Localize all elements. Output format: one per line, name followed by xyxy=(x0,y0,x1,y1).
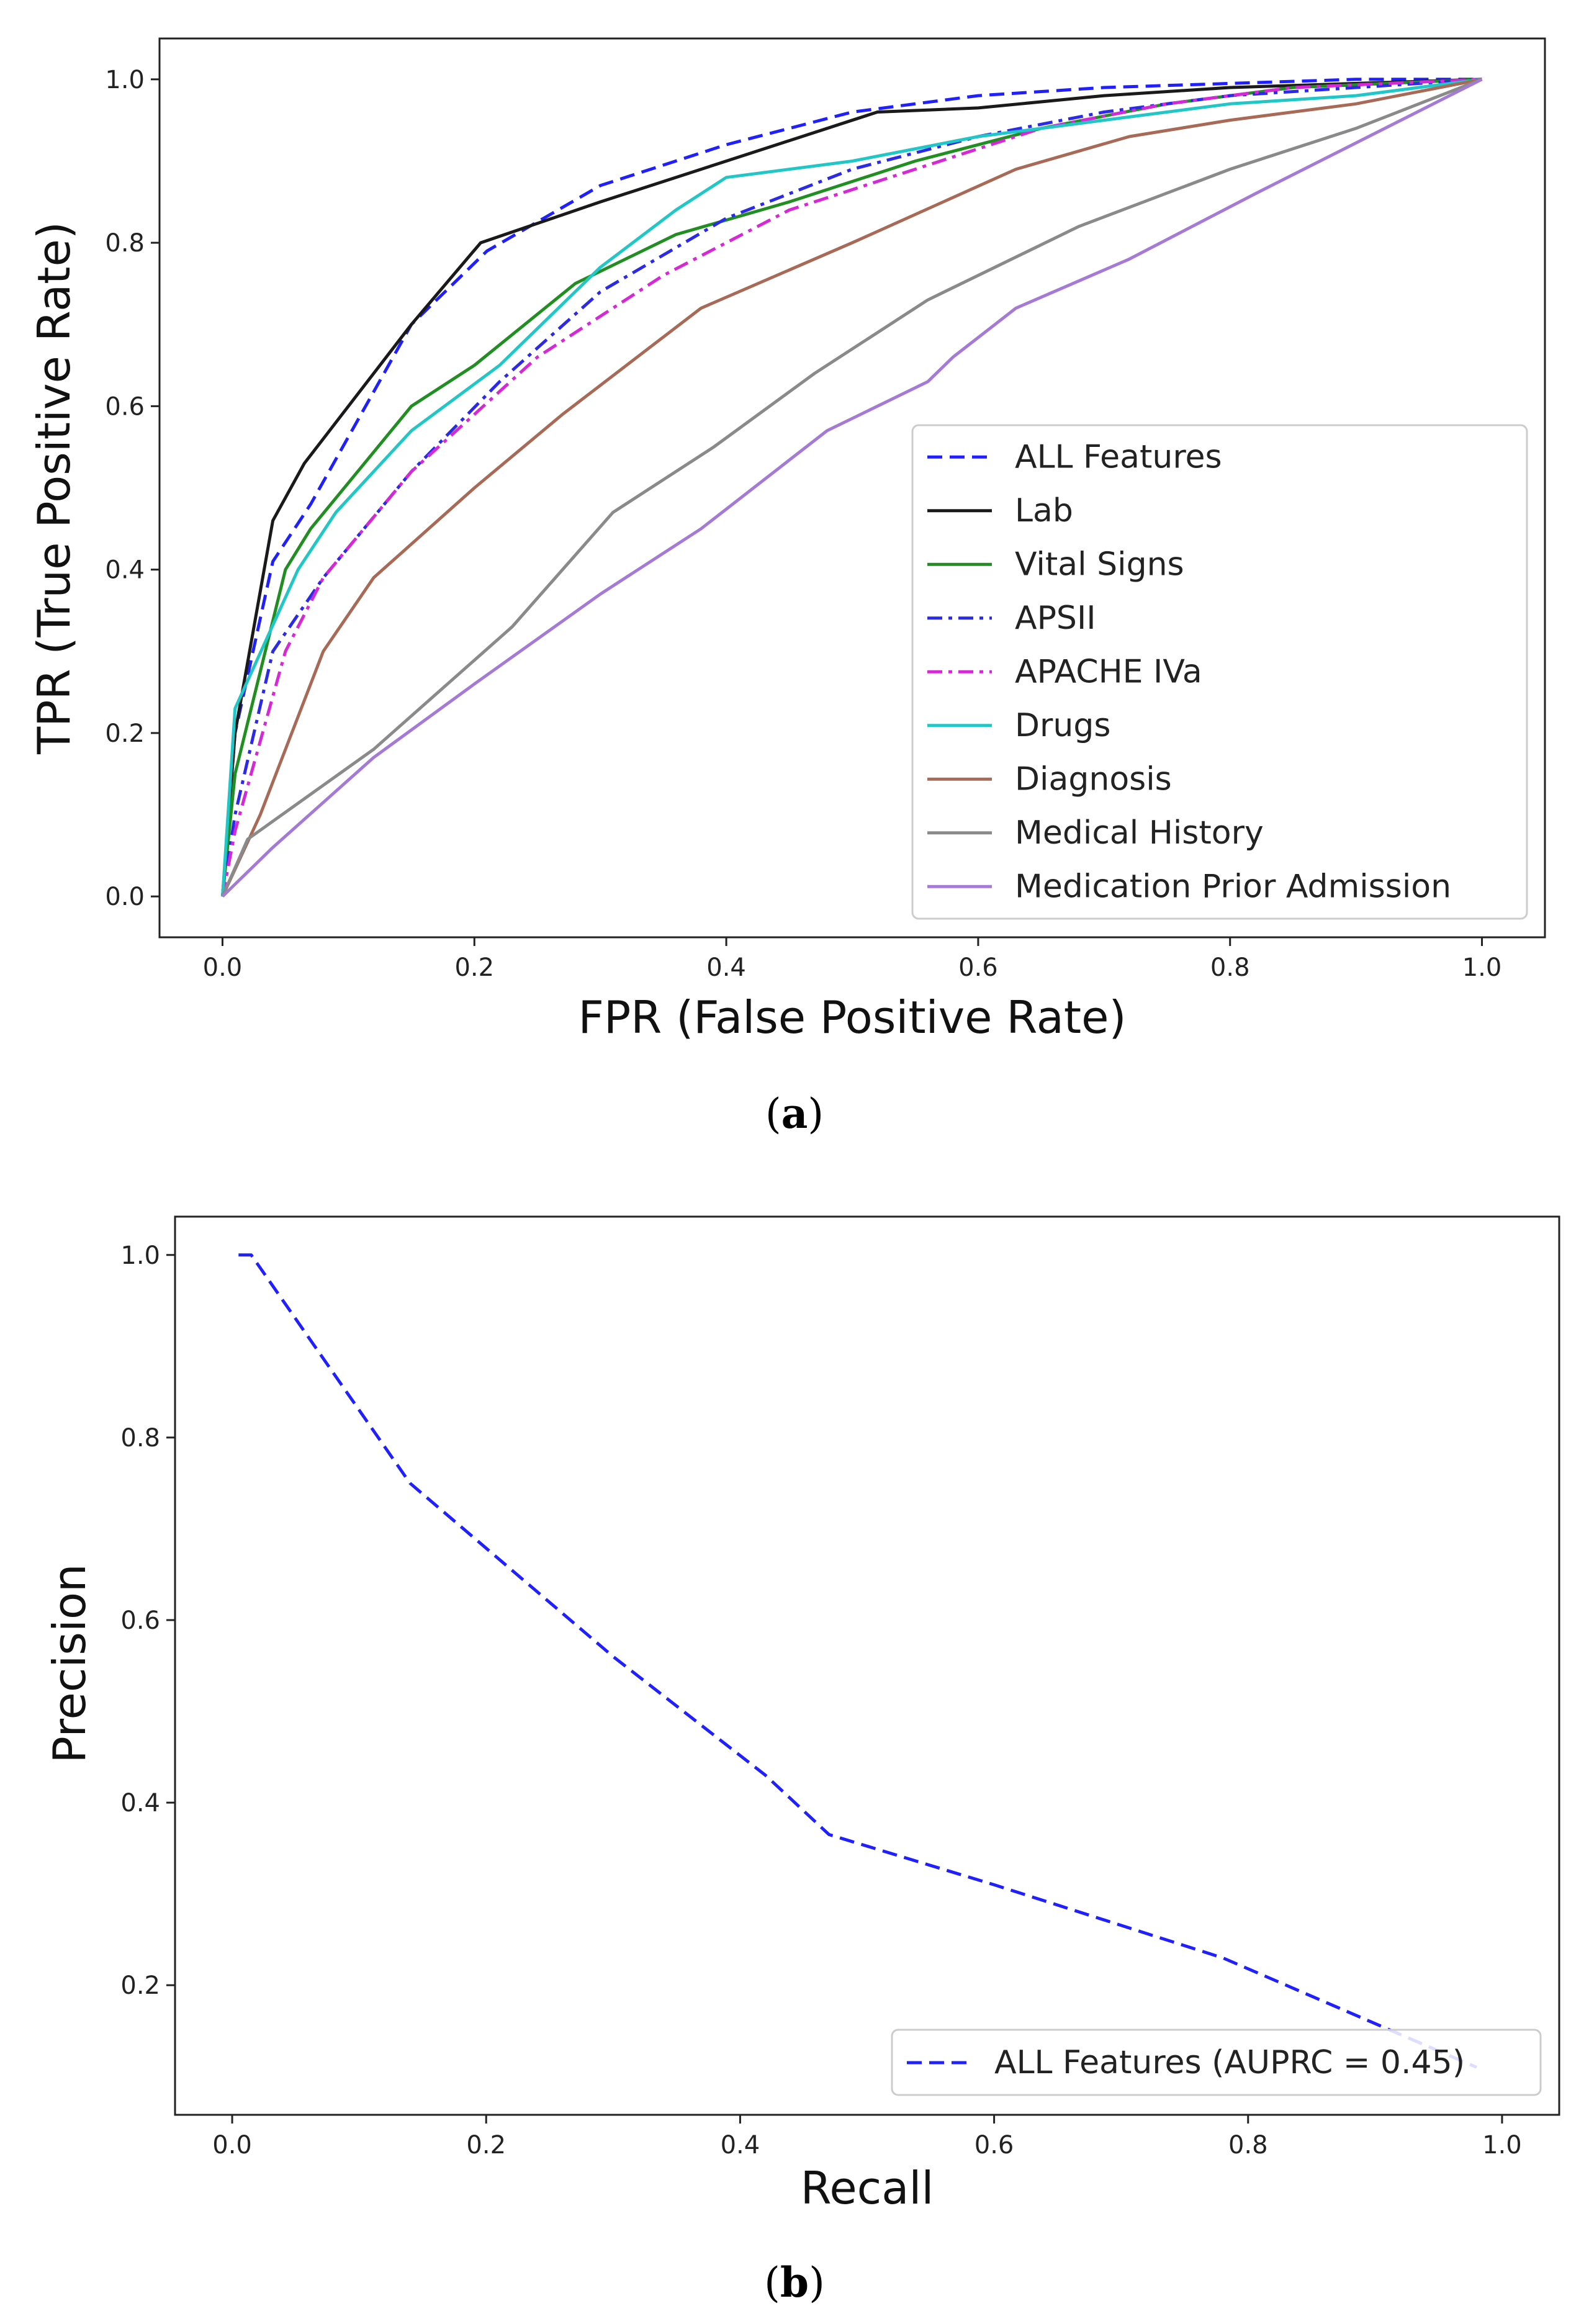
caption-open-paren: ( xyxy=(764,2259,780,2307)
roc-plot-frame xyxy=(158,37,1546,939)
roc-legend: ALL Features Lab Vital Signs APSII APACHE IV… xyxy=(911,424,1528,920)
legend-entry-label: Lab xyxy=(1015,492,1073,529)
pr-plot-frame xyxy=(174,1215,1560,2116)
legend-box xyxy=(891,2029,1542,2096)
pr-y-axis-label: Precision xyxy=(43,1564,96,1763)
legend-entry-label: APSII xyxy=(1015,600,1096,637)
series-line-medical-history xyxy=(221,78,1483,898)
y-tick-label: 0.8 xyxy=(120,1424,160,1452)
x-tick-label: 0.4 xyxy=(721,2131,760,2160)
legend-entry-label: Drugs xyxy=(1015,707,1110,744)
series-line-medication-prior-admission xyxy=(221,78,1483,898)
roc-panel-caption: (a) xyxy=(765,1089,824,1138)
caption-letter: b xyxy=(780,2258,809,2307)
pr-legend: ALL Features (AUPRC = 0.45) xyxy=(891,2029,1542,2096)
series-line-lab xyxy=(221,78,1482,897)
series-line-apsii xyxy=(221,78,1482,897)
series-line-apache-iva xyxy=(221,78,1482,897)
y-tick-label: 0.8 xyxy=(105,229,145,258)
caption-letter: a xyxy=(781,1089,808,1138)
roc-chart-panel: 0.0 0.2 0.4 0.6 0.8 1.0 0.0 0.2 0.4 0.6 0.8 1.0 ALL… xyxy=(28,37,1546,1138)
series-line-all-features xyxy=(221,78,1482,897)
y-tick-label: 0.2 xyxy=(105,719,145,748)
series-line-diagnosis xyxy=(221,78,1482,898)
roc-curves xyxy=(221,78,1483,898)
series-line-all-features-auprc-0-45 xyxy=(238,1253,1477,2069)
pr-panel-caption: (b) xyxy=(764,2258,825,2307)
y-tick-label: 1.0 xyxy=(105,66,145,94)
y-tick-label: 0.6 xyxy=(105,392,145,421)
y-tick-label: 0.4 xyxy=(105,556,145,585)
x-tick-label: 0.0 xyxy=(203,953,243,982)
x-tick-label: 0.8 xyxy=(1210,953,1250,982)
x-tick-label: 1.0 xyxy=(1462,953,1502,982)
y-tick-label: 1.0 xyxy=(120,1241,160,1270)
y-tick-label: 0.4 xyxy=(120,1789,160,1817)
x-tick-label: 0.0 xyxy=(212,2131,252,2160)
roc-ticks: 0.0 0.2 0.4 0.6 0.8 1.0 0.0 0.2 0.4 0.6 0.8 1.0 xyxy=(105,66,1501,982)
series-line-drugs xyxy=(221,78,1482,897)
y-tick-label: 0.6 xyxy=(120,1606,160,1635)
legend-entry-label: APACHE IVa xyxy=(1015,653,1202,690)
caption-close-paren: ) xyxy=(809,2259,825,2307)
x-tick-label: 0.2 xyxy=(454,953,494,982)
legend-entry-label: Medication Prior Admission xyxy=(1015,868,1451,905)
legend-entry-label: Diagnosis xyxy=(1015,760,1172,798)
legend-entry-label: ALL Features (AUPRC = 0.45) xyxy=(994,2044,1465,2081)
pr-curves xyxy=(238,1253,1477,2069)
y-tick-label: 0.2 xyxy=(120,1971,160,2000)
x-tick-label: 0.6 xyxy=(958,953,998,982)
legend-box xyxy=(911,424,1528,920)
x-tick-label: 1.0 xyxy=(1482,2131,1522,2160)
x-tick-label: 0.4 xyxy=(706,953,746,982)
legend-entry-label: Medical History xyxy=(1015,814,1264,852)
x-tick-label: 0.2 xyxy=(466,2131,506,2160)
x-tick-label: 0.8 xyxy=(1228,2131,1268,2160)
caption-open-paren: ( xyxy=(765,1090,781,1138)
roc-y-axis-label: TPR (True Positive Rate) xyxy=(28,222,80,755)
caption-close-paren: ) xyxy=(808,1090,824,1138)
x-tick-label: 0.6 xyxy=(975,2131,1014,2160)
legend-entry-label: ALL Features xyxy=(1015,438,1222,475)
y-tick-label: 0.0 xyxy=(105,883,145,911)
legend-entry-label: Vital Signs xyxy=(1015,546,1184,583)
pr-chart-panel: 0.0 0.2 0.4 0.6 0.8 1.0 0.2 0.4 0.6 0.8 1.0 ALL Fe… xyxy=(43,1215,1560,2307)
pr-ticks: 0.0 0.2 0.4 0.6 0.8 1.0 0.2 0.4 0.6 0.8 1.0 xyxy=(120,1241,1521,2160)
pr-x-axis-label: Recall xyxy=(801,2162,934,2214)
roc-x-axis-label: FPR (False Positive Rate) xyxy=(578,991,1126,1043)
